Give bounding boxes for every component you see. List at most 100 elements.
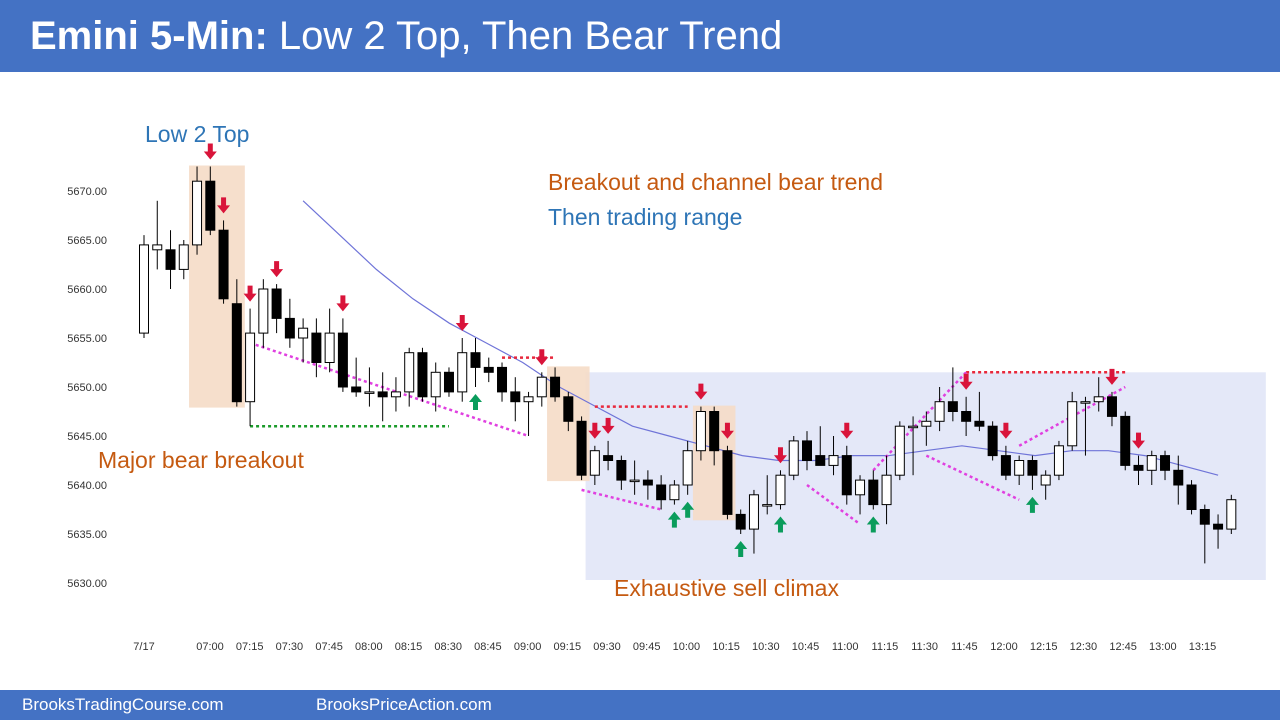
candle-body [987,425,998,457]
x-tick-label: 07:00 [196,641,224,653]
candle-body [828,455,839,466]
candle [404,347,415,407]
candle-body [868,479,879,506]
candle-body [430,371,441,398]
candle [192,166,203,255]
title-bold: Emini 5-Min: [30,14,268,58]
candle-body [152,244,163,251]
candle [550,367,561,402]
candle [921,411,932,446]
y-tick-label: 5660.00 [67,284,107,296]
candle-body [815,455,826,466]
candle-body [245,332,256,403]
candle [311,318,322,378]
candle [231,279,242,407]
candle [682,440,693,495]
candle [828,436,839,476]
bear-signal-arrow-icon [217,197,231,214]
candle-body [762,504,773,507]
candle-body [921,420,932,427]
candle [1199,504,1210,564]
bear-signal-arrow-icon [840,422,854,439]
x-tick-label: 10:30 [752,641,780,653]
annotation-low-2-top: Low 2 Top [145,121,250,147]
candle [258,279,269,348]
footer-bar: BrooksTradingCourse.com BrooksPriceActio… [0,690,1280,720]
x-tick-label: 08:15 [395,641,423,653]
candle [337,318,348,392]
channel-trendline [925,454,1020,501]
y-tick-label: 5655.00 [67,333,107,345]
candle [1106,391,1117,427]
y-tick-label: 5645.00 [67,431,107,443]
x-tick-label: 07:30 [276,641,304,653]
candle-body [576,420,587,476]
candle [205,166,216,236]
bear-signal-arrow-icon [601,417,615,434]
x-tick-label: 08:45 [474,641,502,653]
candle [298,318,309,363]
candle-body [748,494,759,530]
candle-body [682,450,693,486]
candle-body [139,244,149,334]
x-tick-label: 12:30 [1070,641,1098,653]
candle [855,475,866,515]
candle-body [178,244,189,270]
candle-body [1067,401,1078,447]
candle [1133,455,1144,485]
footer-link-price-action[interactable]: BrooksPriceAction.com [316,695,492,714]
bull-signal-arrow-icon [734,541,748,557]
candle-body [855,479,866,496]
candle [1146,450,1157,485]
bear-signal-arrow-icon [959,373,973,390]
footer-link-trading-course[interactable]: BrooksTradingCourse.com [22,695,224,714]
candle [364,367,375,407]
x-tick-label: 11:45 [951,641,978,653]
candle-body [1000,455,1011,476]
candle [934,387,945,432]
channel-trendline [872,371,968,472]
candle-body [364,391,375,394]
x-tick-label: 09:15 [554,641,582,653]
candle-body [231,303,242,403]
candle-body [722,450,733,515]
candle-body [218,229,229,300]
candle-body [457,352,468,393]
candle [1027,455,1038,490]
candle-body [523,396,534,403]
candle-body [695,411,706,452]
candle-body [603,455,614,462]
candle-body [550,376,561,398]
candle-body [536,376,547,398]
candle [1186,480,1197,515]
candle-body [1014,460,1025,476]
candle-body [947,401,958,413]
x-tick-label: 09:00 [514,641,542,653]
candle [1067,391,1078,451]
candle [642,470,653,500]
bull-signal-arrow-icon [773,516,787,533]
bear-signal-arrow-icon [694,383,708,400]
channel-trendline [249,341,529,438]
y-tick-label: 5650.00 [67,382,107,394]
annotation-trading-range: Then trading range [548,204,743,230]
x-tick-label: 09:45 [633,641,661,653]
candle [695,406,706,461]
candle-body [497,366,508,393]
bear-signal-arrow-icon [999,422,1013,439]
bear-signal-arrow-icon [773,447,787,464]
x-tick-label: 7/17 [133,641,154,653]
candle-body [443,371,454,393]
candle [563,391,574,432]
y-tick-label: 5640.00 [67,480,107,492]
candle-body [881,474,892,506]
candle [523,391,534,436]
bull-signal-arrow-icon [866,516,880,533]
candle-body [1120,415,1131,466]
candle-body [669,484,680,501]
candle [417,347,428,402]
candle [788,436,799,481]
candle-body [961,411,972,422]
candle-body [1106,396,1117,417]
candle [629,460,640,495]
